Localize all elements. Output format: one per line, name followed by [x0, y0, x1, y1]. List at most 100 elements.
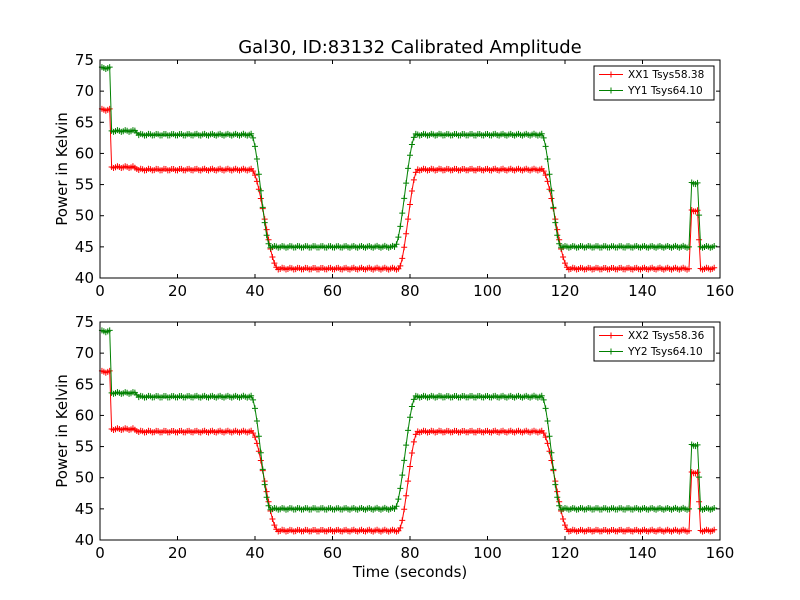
top-panel: 0 20 40 60 80 100 120 140 160 40 45 50 55 60 65 70 75 Po… [53, 51, 734, 300]
top-series-1-point [250, 134, 257, 141]
top-series-1-point [552, 219, 559, 226]
bottom-x-tick-label: 40 [245, 544, 264, 562]
top-series-0-point [408, 188, 415, 195]
bottom-series-1-point [407, 414, 413, 421]
bottom-series-1-point [711, 504, 718, 511]
top-series-1-point [399, 210, 406, 217]
top-series-1-point [265, 240, 272, 247]
top-series-0-point [253, 178, 260, 185]
bottom-y-tick-label: 50 [75, 469, 94, 487]
bottom-series-1-point [552, 481, 559, 488]
top-series-1-point [405, 165, 412, 172]
bottom-series-1-point [393, 503, 400, 510]
bottom-series-1-point [405, 427, 412, 434]
top-series-0-point [250, 168, 257, 175]
top-series-0-point [106, 105, 113, 112]
top-series-1 [98, 64, 718, 251]
bottom-series-0-point [252, 434, 258, 441]
bottom-series-1-point [259, 466, 266, 473]
top-y-axis-label: Power in Kelvin [53, 112, 71, 226]
top-y-tick-label: 40 [75, 269, 94, 287]
top-plot-area [98, 64, 718, 273]
top-series-0-point [540, 168, 547, 175]
bottom-series-1-point [686, 505, 692, 512]
bottom-series-0-point [269, 515, 276, 522]
bottom-y-tick-label: 40 [75, 531, 94, 549]
top-series-0-point [399, 255, 406, 262]
bottom-series-1-point [253, 417, 260, 424]
top-series-0-point [410, 176, 417, 183]
bottom-series-0-point [253, 440, 260, 447]
bottom-series-1-point [554, 494, 561, 501]
bottom-series-0-point [271, 522, 278, 529]
bottom-series-1-point [106, 327, 113, 334]
bottom-y-axis-label: Power in Kelvin [53, 374, 71, 488]
bottom-x-tick-label: 120 [551, 544, 580, 562]
bottom-series-1-point [408, 403, 415, 410]
bottom-x-tick-label: 100 [473, 544, 502, 562]
bottom-series-0-point [408, 450, 415, 457]
top-series-0-point [269, 253, 276, 260]
top-series-0-point [544, 178, 551, 185]
bottom-series-1-point [252, 405, 258, 412]
bottom-y-tick-label: 70 [75, 344, 94, 362]
top-series-1-point [696, 212, 703, 219]
bottom-series-0-point [686, 527, 692, 534]
top-y-tick-label: 70 [75, 82, 94, 100]
top-series-0-point [407, 201, 413, 208]
bottom-series-0-point [540, 430, 547, 437]
top-series-0-point [397, 262, 404, 269]
top-y-tick-label: 50 [75, 207, 94, 225]
bottom-series-1-point [542, 405, 549, 412]
top-y-tick-label: 75 [75, 51, 94, 69]
bottom-series-0-point [412, 431, 419, 438]
bottom-series-0-point [544, 440, 551, 447]
bottom-series-0-point [562, 522, 568, 529]
bottom-series-1-point [248, 392, 255, 399]
top-y-tick-label: 65 [75, 113, 94, 131]
top-x-tick-label: 20 [168, 282, 187, 300]
top-series-1-point [542, 143, 549, 150]
x-axis-label: Time (seconds) [352, 563, 468, 581]
bottom-x-tick-label: 60 [323, 544, 342, 562]
bottom-y-tick-label: 55 [75, 438, 94, 456]
bottom-legend-marker-1 [608, 348, 614, 355]
bottom-series-1-point [696, 474, 703, 481]
bottom-series-1-point [401, 457, 408, 464]
bottom-series-0-point [403, 492, 410, 499]
bottom-series-0-point [250, 430, 257, 437]
top-series-1-point [261, 219, 268, 226]
top-x-tick-label: 160 [706, 282, 735, 300]
top-y-tick-label: 55 [75, 176, 94, 194]
bottom-series-1-point [410, 396, 417, 403]
top-series-1-point [106, 64, 113, 71]
bottom-series-0 [98, 367, 718, 535]
top-series-1-point [393, 241, 400, 248]
top-series-1-point [538, 130, 545, 137]
top-series-0-point [263, 226, 270, 233]
top-series-0-point [554, 226, 561, 233]
top-series-1-point [546, 171, 553, 178]
top-x-tick-label: 40 [245, 282, 264, 300]
top-series-1-point [694, 179, 701, 186]
bottom-series-0-point [405, 478, 412, 485]
top-legend-marker-0 [608, 71, 614, 78]
top-series-1-point [401, 195, 408, 202]
top-series-0-point [252, 172, 258, 179]
top-series-0-point [271, 260, 278, 267]
top-series-0-point [405, 216, 412, 223]
bottom-x-tick-label: 160 [706, 544, 735, 562]
top-series-0-point [257, 195, 264, 202]
bottom-ticks: 0 20 40 60 80 100 120 140 160 40 45 50 55 60 65 70 75 [75, 313, 734, 562]
top-series-1-point [544, 155, 551, 162]
top-series-1-point [686, 243, 692, 250]
top-x-tick-label: 80 [400, 282, 419, 300]
top-y-tick-label: 60 [75, 144, 94, 162]
top-series-1-point [410, 134, 417, 141]
top-series-0-point [711, 264, 718, 271]
chart-title: Gal30, ID:83132 Calibrated Amplitude [238, 37, 582, 58]
bottom-series-1-point [403, 442, 410, 449]
bottom-series-1-point [556, 502, 563, 509]
top-series-0-point [542, 172, 549, 179]
